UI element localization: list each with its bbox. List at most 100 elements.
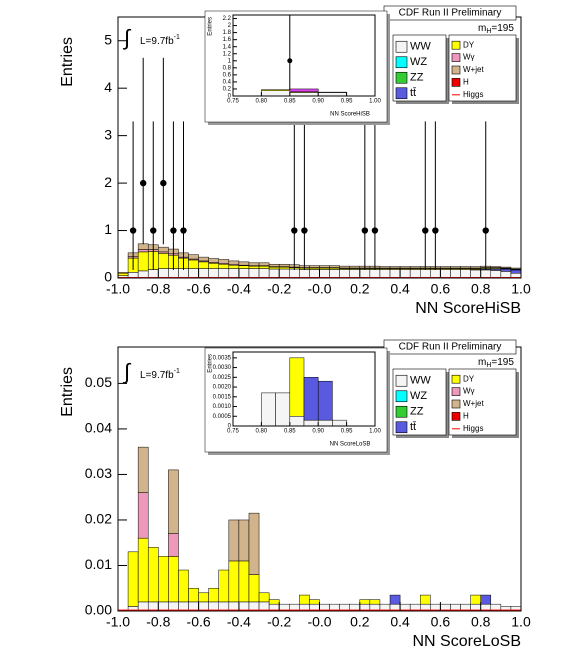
histogram-bar bbox=[389, 266, 401, 269]
legend-label: tt̄ bbox=[410, 87, 416, 99]
histogram-bar bbox=[168, 533, 179, 557]
data-point bbox=[422, 227, 429, 234]
histogram-bar bbox=[420, 594, 431, 605]
histogram-bar bbox=[450, 266, 461, 269]
histogram-bar bbox=[450, 269, 461, 278]
histogram-bar bbox=[228, 260, 240, 265]
histogram-bar bbox=[248, 262, 260, 266]
legend-swatch bbox=[451, 65, 461, 75]
histogram-bar bbox=[268, 268, 280, 278]
chart-title: CDF Run II Preliminary bbox=[399, 8, 502, 19]
y-axis-label: Entries bbox=[59, 37, 76, 87]
x-tick-label: 0.4 bbox=[390, 281, 410, 297]
histogram-bar bbox=[319, 265, 330, 268]
inset: 0.75 0.80 0.85 0.90 0.95 1.00 0 0.0005 0.0010 0.0… bbox=[204, 347, 390, 455]
plot-border bbox=[232, 351, 376, 427]
histogram-bar bbox=[470, 269, 481, 278]
y-tick-label: 0.01 bbox=[85, 556, 112, 572]
x-axis-label: NN ScoreHiSB bbox=[330, 112, 370, 118]
histogram-bar bbox=[178, 569, 189, 603]
y-tick-label: 0.04 bbox=[85, 420, 112, 436]
histogram-bar bbox=[480, 594, 492, 605]
legend-label: WZ bbox=[410, 390, 427, 402]
histogram-bar bbox=[258, 262, 270, 266]
x-tick-label: -0.6 bbox=[187, 281, 211, 297]
y-tick-label: 1 bbox=[228, 58, 232, 64]
y-tick-label: 0.0020 bbox=[213, 385, 232, 391]
data-point bbox=[361, 227, 369, 234]
mass-symbol: m bbox=[478, 357, 486, 368]
histogram-bar bbox=[248, 574, 260, 603]
histogram-bar bbox=[490, 270, 502, 278]
histogram-bar bbox=[275, 392, 291, 426]
y-axis-label: Entries bbox=[59, 367, 76, 417]
histogram-bar bbox=[309, 599, 320, 605]
data-point bbox=[160, 179, 167, 187]
histogram-bar bbox=[309, 269, 320, 278]
histogram-bar bbox=[248, 265, 260, 269]
y-tick-label: 0 bbox=[104, 269, 112, 285]
x-axis-label: NN ScoreLoSB bbox=[413, 633, 522, 650]
histogram-bar bbox=[329, 265, 340, 268]
histogram-bar bbox=[127, 551, 139, 607]
histogram-bar bbox=[480, 269, 492, 278]
y-tick-label: 0 bbox=[228, 424, 232, 430]
luminosity-sup: -1 bbox=[174, 34, 180, 41]
x-tick-label: 0.85 bbox=[284, 99, 296, 105]
histogram-bar bbox=[258, 592, 270, 603]
histogram-bar bbox=[319, 269, 330, 278]
x-tick-label: 0.80 bbox=[256, 99, 268, 105]
y-tick-label: 0.0025 bbox=[213, 375, 232, 381]
legend-label: W+jet bbox=[463, 399, 484, 408]
mass-subscript: H bbox=[486, 28, 491, 35]
plot-border bbox=[232, 14, 376, 97]
legend-label: Wγ bbox=[463, 387, 475, 396]
data-point bbox=[432, 227, 439, 234]
y-tick-label: 0.2 bbox=[223, 87, 232, 93]
data-point bbox=[482, 227, 489, 234]
x-tick-label: 0.75 bbox=[227, 99, 239, 105]
histogram-bar bbox=[289, 416, 305, 426]
histogram-bar bbox=[510, 269, 521, 274]
histogram-bar bbox=[137, 270, 149, 278]
histogram-bar bbox=[188, 254, 199, 260]
legend-label: H bbox=[463, 412, 469, 421]
histogram-bar bbox=[349, 265, 361, 269]
legend-label: Higgs bbox=[463, 424, 483, 433]
mass-symbol: m bbox=[478, 23, 486, 34]
y-tick-label: 4 bbox=[104, 79, 112, 95]
legend-label: Wγ bbox=[463, 53, 475, 62]
marks bbox=[118, 446, 521, 611]
histogram-bar bbox=[198, 268, 209, 278]
histogram-bar bbox=[158, 556, 169, 603]
histogram-bar bbox=[289, 88, 319, 93]
histogram-bar bbox=[248, 512, 260, 575]
histogram-bar bbox=[147, 269, 159, 278]
x-tick-label: 0.75 bbox=[227, 429, 239, 435]
histogram-bar bbox=[238, 519, 250, 562]
histogram-bar bbox=[228, 519, 240, 562]
histogram-bar bbox=[261, 89, 291, 91]
data-point bbox=[371, 227, 379, 234]
legend-swatch bbox=[395, 71, 408, 84]
histogram-bar bbox=[137, 243, 149, 250]
histogram-bar bbox=[359, 599, 371, 605]
x-tick-label: 1.0 bbox=[511, 281, 531, 297]
histogram-bar bbox=[299, 594, 310, 605]
mass-label: mH=195 bbox=[478, 357, 514, 369]
y-tick-label: 2 bbox=[104, 174, 112, 190]
histogram-bar bbox=[188, 587, 199, 603]
legend-swatch bbox=[395, 56, 408, 69]
histogram-bar bbox=[168, 556, 179, 603]
histogram-bar bbox=[258, 265, 270, 269]
title-box bbox=[383, 339, 517, 355]
legend-label: WZ bbox=[410, 56, 427, 68]
y-tick-label: 3 bbox=[104, 126, 112, 142]
histogram-bar bbox=[218, 268, 230, 278]
chart-title: CDF Run II Preliminary bbox=[399, 342, 502, 353]
histogram-bar bbox=[490, 266, 502, 268]
histogram-bar bbox=[268, 263, 280, 267]
histogram-bar bbox=[278, 263, 290, 267]
